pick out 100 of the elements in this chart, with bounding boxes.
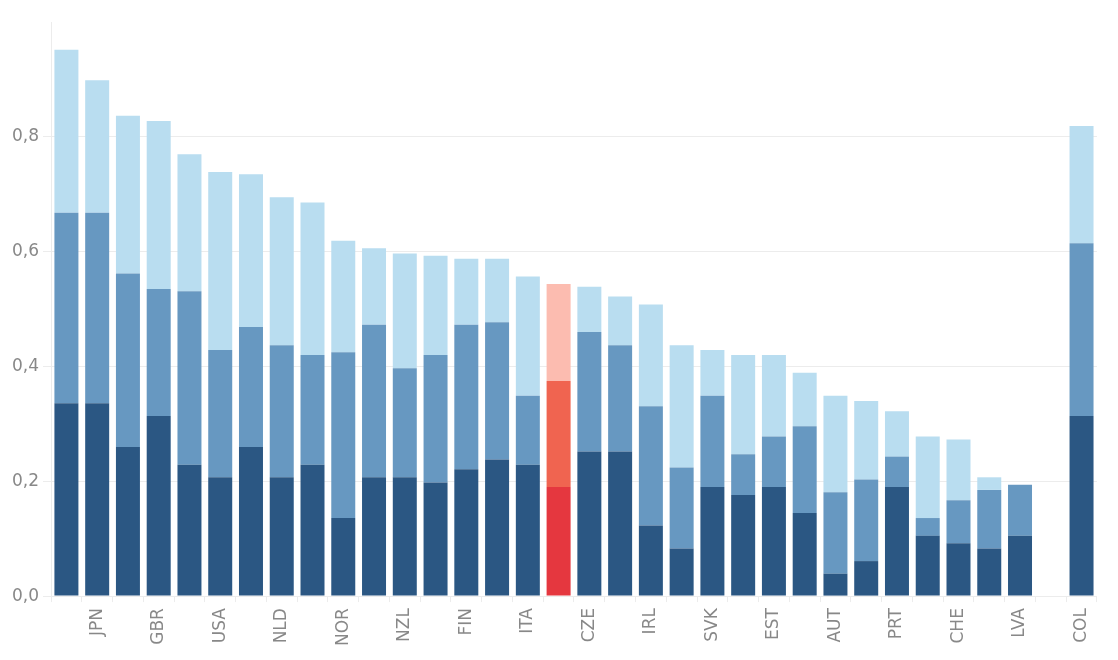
bar bbox=[177, 464, 202, 596]
bar bbox=[884, 456, 909, 488]
bar bbox=[515, 276, 540, 396]
bar bbox=[269, 477, 294, 596]
bar bbox=[146, 120, 171, 290]
bar bbox=[731, 454, 756, 496]
bar bbox=[54, 212, 79, 404]
bar bbox=[208, 477, 233, 596]
bar bbox=[362, 248, 387, 325]
y-tick-label: 0,4 bbox=[11, 354, 40, 375]
bar bbox=[731, 355, 756, 455]
bar bbox=[1069, 415, 1094, 596]
bar bbox=[177, 154, 202, 292]
bar bbox=[331, 240, 356, 353]
x-tick-label: CZE bbox=[577, 608, 598, 643]
bar bbox=[577, 332, 602, 452]
bar bbox=[977, 489, 1002, 549]
bar bbox=[392, 253, 417, 369]
bar bbox=[884, 411, 909, 457]
x-tick-label: NOR bbox=[331, 607, 352, 647]
bar bbox=[823, 492, 848, 574]
bar bbox=[854, 479, 879, 562]
bar bbox=[1008, 484, 1033, 536]
bar bbox=[115, 446, 140, 596]
bar bbox=[423, 255, 448, 356]
x-tick-label: NLD bbox=[270, 608, 291, 644]
bar bbox=[608, 345, 633, 452]
bar bbox=[638, 304, 663, 407]
bar bbox=[854, 561, 879, 596]
bar bbox=[238, 326, 263, 447]
bar bbox=[977, 548, 1002, 596]
bar bbox=[238, 446, 263, 596]
bar bbox=[761, 436, 786, 488]
bar bbox=[577, 286, 602, 333]
bar bbox=[85, 403, 110, 596]
x-tick-label: LVA bbox=[1008, 607, 1029, 638]
x-tick-label: AUT bbox=[823, 607, 844, 643]
x-tick-label: CHE bbox=[946, 608, 967, 644]
bar bbox=[485, 258, 510, 323]
bar bbox=[115, 115, 140, 274]
bar bbox=[761, 355, 786, 437]
bar bbox=[946, 500, 971, 544]
bar bbox=[823, 395, 848, 493]
x-tick-label: USA bbox=[208, 607, 229, 644]
bar bbox=[208, 349, 233, 478]
bar bbox=[423, 355, 448, 483]
bar bbox=[915, 535, 940, 596]
bar bbox=[915, 436, 940, 519]
bar bbox=[423, 482, 448, 596]
bar bbox=[761, 487, 786, 596]
bar bbox=[577, 451, 602, 596]
x-tick-label: EST bbox=[762, 607, 783, 641]
bar bbox=[331, 518, 356, 596]
bar bbox=[977, 477, 1002, 490]
x-tick-label: FIN bbox=[454, 608, 475, 636]
bar bbox=[946, 439, 971, 501]
bar bbox=[546, 283, 571, 381]
bar bbox=[700, 395, 725, 488]
bar bbox=[454, 258, 479, 325]
bar bbox=[1069, 243, 1094, 416]
bar bbox=[638, 406, 663, 526]
y-tick-label: 0,0 bbox=[11, 584, 40, 605]
y-tick-label: 0,6 bbox=[11, 240, 40, 261]
bar bbox=[146, 415, 171, 596]
bar bbox=[331, 352, 356, 519]
bar bbox=[300, 464, 325, 596]
bar bbox=[54, 49, 79, 213]
bar bbox=[792, 372, 817, 427]
bar bbox=[85, 212, 110, 404]
bar bbox=[146, 289, 171, 416]
bar bbox=[85, 80, 110, 213]
bar bbox=[392, 477, 417, 596]
bar bbox=[300, 355, 325, 465]
x-tick-label: JPN bbox=[85, 608, 106, 638]
bar bbox=[884, 487, 909, 596]
bar bbox=[454, 324, 479, 470]
bar bbox=[1069, 126, 1094, 244]
bar bbox=[546, 487, 571, 596]
bar bbox=[362, 477, 387, 596]
bar bbox=[485, 459, 510, 596]
bar bbox=[300, 202, 325, 356]
bar bbox=[177, 291, 202, 465]
bar bbox=[269, 345, 294, 478]
bar bbox=[608, 451, 633, 596]
bar bbox=[669, 548, 694, 596]
bar bbox=[238, 174, 263, 327]
bar bbox=[515, 395, 540, 465]
bar bbox=[362, 324, 387, 478]
bar bbox=[208, 171, 233, 350]
x-tick-label: ITA bbox=[516, 607, 537, 634]
bar bbox=[1008, 535, 1033, 596]
x-tick-label: IRL bbox=[639, 607, 660, 635]
x-tick-label: COL bbox=[1069, 607, 1090, 643]
bar bbox=[638, 525, 663, 596]
bar bbox=[669, 467, 694, 549]
bar bbox=[269, 197, 294, 346]
bar bbox=[854, 400, 879, 480]
bar bbox=[669, 345, 694, 468]
x-tick-label: PRT bbox=[885, 607, 906, 640]
y-tick-label: 0,2 bbox=[11, 469, 40, 490]
